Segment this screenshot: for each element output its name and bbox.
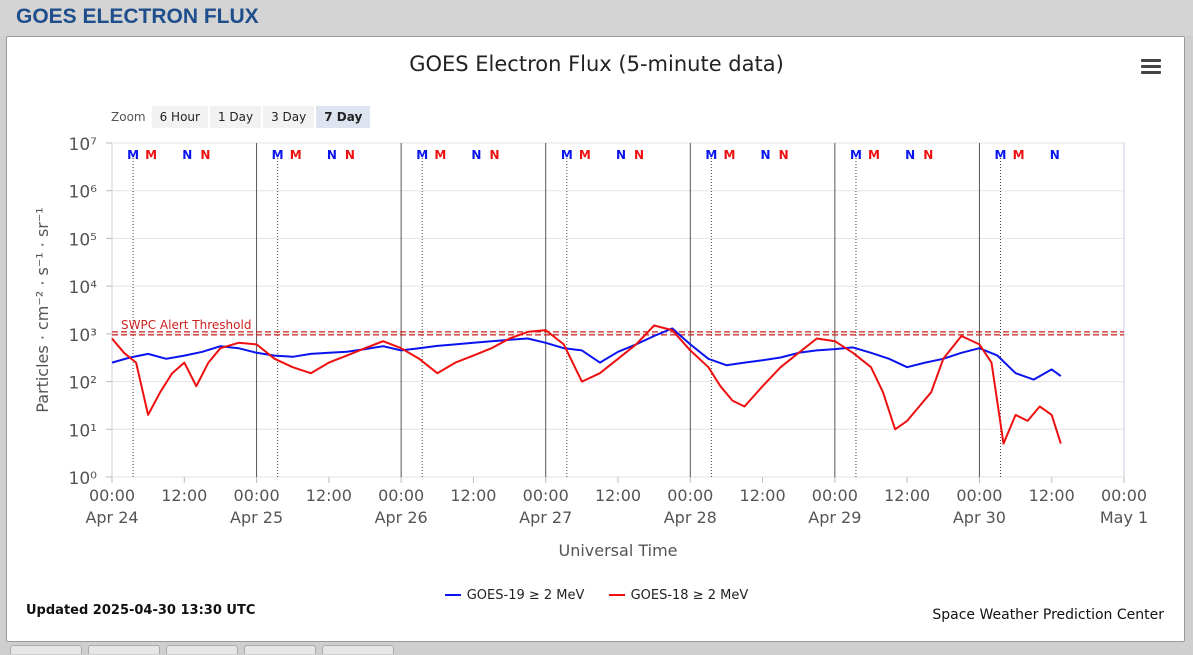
zoom-6hour-button[interactable]: 6 Hour — [151, 106, 208, 128]
mn-marker-label: M — [416, 148, 428, 162]
mn-marker-label: M — [705, 148, 717, 162]
x-tick-label: 00:00 — [956, 486, 1002, 505]
mn-marker-label: M — [1013, 148, 1025, 162]
mn-marker-label: M — [723, 148, 735, 162]
legend-item-goes19[interactable]: GOES-19 ≥ 2 MeV — [444, 587, 585, 603]
mn-marker-label: N — [779, 148, 789, 162]
x-tick-label: 12:00 — [740, 486, 786, 505]
mn-marker-label: M — [995, 148, 1007, 162]
x-tick-label: 00:00 — [812, 486, 858, 505]
mn-marker-label: M — [434, 148, 446, 162]
mn-marker-label: N — [923, 148, 933, 162]
x-tick-date-label: Apr 27 — [519, 508, 572, 527]
x-tick-label: 00:00 — [1101, 486, 1147, 505]
y-tick-label: 10⁵ — [69, 230, 97, 250]
chart-menu-icon[interactable] — [1141, 59, 1161, 77]
series-line-goes18 — [111, 324, 1062, 445]
x-tick-label: 12:00 — [450, 486, 496, 505]
mn-marker-label: N — [345, 148, 355, 162]
legend-label-goes18: GOES-18 ≥ 2 MeV — [630, 587, 749, 603]
mn-marker-label: M — [579, 148, 591, 162]
mn-marker-label: N — [616, 148, 626, 162]
x-tick-label: 12:00 — [1029, 486, 1075, 505]
x-tick-date-label: May 1 — [1100, 508, 1148, 527]
y-tick-label: 10⁰ — [69, 469, 98, 489]
legend-swatch-goes19 — [444, 594, 461, 596]
zoom-3day-button[interactable]: 3 Day — [263, 106, 315, 128]
y-axis-title: Particles · cm⁻² · s⁻¹ · sr⁻¹ — [33, 207, 52, 412]
x-tick-date-label: Apr 28 — [664, 508, 717, 527]
mn-marker-label: N — [905, 148, 915, 162]
mn-marker-label: M — [127, 148, 139, 162]
x-tick-label: 00:00 — [234, 486, 280, 505]
updated-timestamp: Updated 2025-04-30 13:30 UTC — [26, 603, 256, 618]
x-tick-date-label: Apr 29 — [808, 508, 861, 527]
x-tick-label: 00:00 — [523, 486, 569, 505]
page-header: GOES ELECTRON FLUX — [0, 0, 1193, 36]
mn-marker-label: M — [561, 148, 573, 162]
y-tick-label: 10⁷ — [69, 135, 98, 155]
bottom-tab[interactable] — [244, 645, 316, 654]
mn-marker-label: N — [634, 148, 644, 162]
x-tick-date-label: Apr 24 — [85, 508, 138, 527]
chart-title: GOES Electron Flux (5-minute data) — [409, 52, 784, 76]
legend-label-goes19: GOES-19 ≥ 2 MeV — [466, 587, 585, 603]
y-tick-label: 10⁶ — [69, 183, 98, 203]
x-tick-label: 12:00 — [306, 486, 352, 505]
mn-marker-label: M — [850, 148, 862, 162]
x-tick-label: 12:00 — [595, 486, 641, 505]
bottom-tab[interactable] — [88, 645, 160, 654]
y-tick-label: 10² — [69, 374, 97, 394]
mn-marker-label: M — [145, 148, 157, 162]
threshold-label: SWPC Alert Threshold — [121, 318, 251, 332]
x-tick-label: 00:00 — [667, 486, 713, 505]
legend-swatch-goes18 — [608, 594, 625, 596]
plot-area — [111, 142, 1125, 478]
x-tick-label: 12:00 — [161, 486, 207, 505]
mn-marker-label: N — [182, 148, 192, 162]
bottom-tab[interactable] — [322, 645, 394, 654]
x-tick-date-label: Apr 25 — [230, 508, 283, 527]
y-tick-label: 10³ — [69, 326, 97, 346]
chart-legend: GOES-19 ≥ 2 MeV GOES-18 ≥ 2 MeV — [0, 585, 1193, 603]
x-tick-date-label: Apr 30 — [953, 508, 1006, 527]
mn-marker-label: N — [200, 148, 210, 162]
zoom-7day-button[interactable]: 7 Day — [316, 106, 371, 128]
credit-text: Space Weather Prediction Center — [932, 607, 1164, 623]
mn-marker-label: N — [327, 148, 337, 162]
x-tick-label: 12:00 — [884, 486, 930, 505]
x-axis-title: Universal Time — [558, 541, 677, 560]
x-tick-label: 00:00 — [378, 486, 424, 505]
legend-item-goes18[interactable]: GOES-18 ≥ 2 MeV — [608, 587, 749, 603]
mn-marker-label: N — [471, 148, 481, 162]
zoom-1day-button[interactable]: 1 Day — [209, 106, 262, 128]
bottom-tabs — [10, 645, 400, 655]
zoom-controls: Zoom 6 Hour 1 Day 3 Day 7 Day — [111, 106, 372, 128]
x-tick-label: 00:00 — [89, 486, 135, 505]
page-title: GOES ELECTRON FLUX — [16, 5, 259, 28]
y-tick-label: 10¹ — [69, 421, 97, 441]
bottom-tab[interactable] — [166, 645, 238, 654]
mn-marker-label: N — [761, 148, 771, 162]
y-tick-label: 10⁴ — [69, 278, 98, 298]
mn-marker-label: M — [272, 148, 284, 162]
mn-marker-label: N — [1050, 148, 1060, 162]
mn-marker-label: M — [290, 148, 302, 162]
mn-marker-label: M — [868, 148, 880, 162]
bottom-tab[interactable] — [10, 645, 82, 654]
zoom-label: Zoom — [111, 110, 146, 124]
x-tick-date-label: Apr 26 — [375, 508, 428, 527]
mn-marker-label: N — [489, 148, 499, 162]
